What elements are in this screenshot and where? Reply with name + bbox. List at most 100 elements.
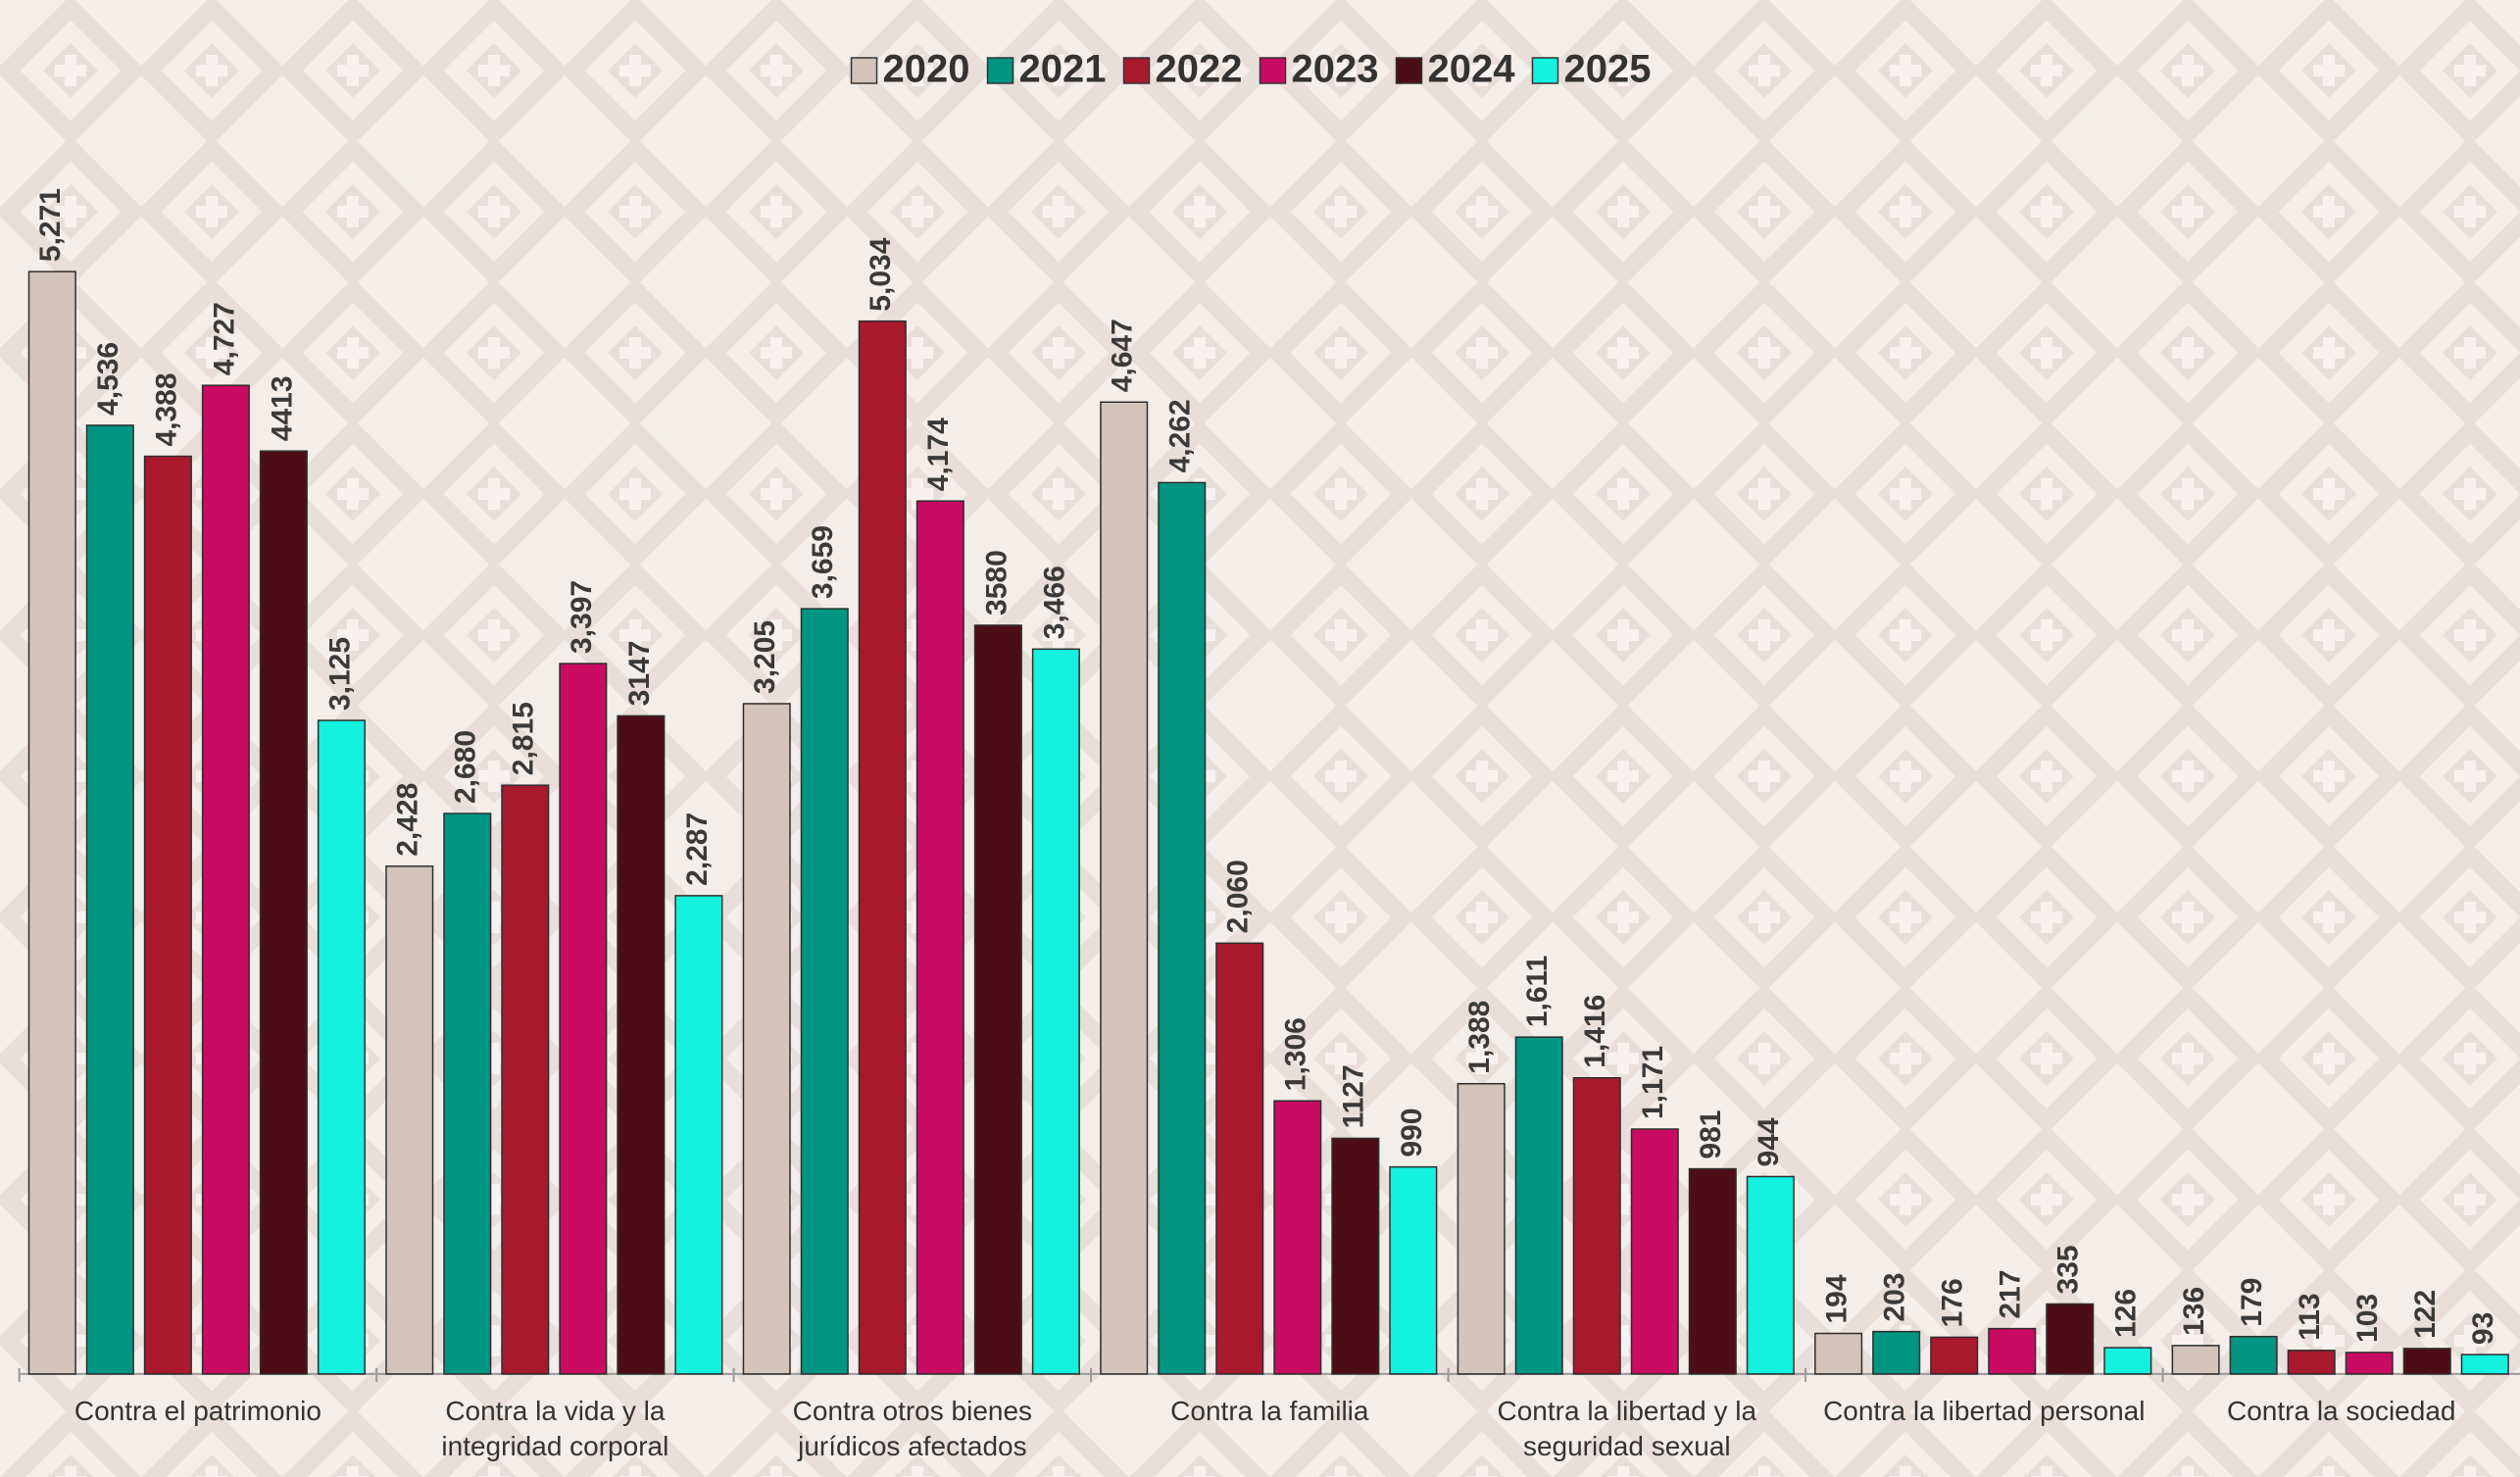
data-label: 1127 [1338,1064,1370,1128]
bar [385,865,434,1375]
data-label: 4413 [266,375,298,441]
data-label: 3,125 [323,637,356,711]
data-label: 179 [2236,1278,2268,1327]
data-label: 136 [2178,1287,2210,1336]
bar [1930,1336,1979,1375]
bar [800,608,849,1375]
bar [1331,1137,1380,1375]
legend-swatch [1122,57,1151,84]
bar [1630,1128,1679,1375]
bar [1100,401,1149,1375]
bar [1215,942,1264,1375]
bar [1514,1036,1563,1375]
bar [2460,1354,2509,1375]
data-label: 5,271 [34,188,67,262]
x-tick-label: Contra la familia [1170,1395,1369,1426]
bar [1031,648,1080,1375]
data-label: 4,727 [208,302,240,375]
bar [1273,1100,1322,1375]
data-label: 3147 [623,641,656,707]
data-label: 4,647 [1107,319,1139,392]
legend-swatch [1259,57,1287,84]
legend-swatch [986,57,1014,84]
data-label: 3580 [980,550,1013,615]
bar [27,271,76,1375]
legend-label: 2024 [1427,48,1515,91]
data-label: 194 [1821,1274,1853,1323]
data-label: 2,060 [1222,860,1255,933]
data-label: 2,680 [450,730,482,804]
bar [742,703,791,1375]
bar [1688,1167,1737,1375]
data-label: 944 [1753,1117,1785,1166]
legend-label: 2025 [1563,48,1651,91]
bar [674,895,723,1375]
bar [443,812,492,1375]
x-tick-label: Contra la sociedad [2227,1395,2456,1426]
data-label: 203 [1879,1273,1911,1322]
bar [915,500,964,1375]
data-label: 113 [2294,1293,2326,1340]
data-label: 1,171 [1637,1046,1669,1119]
data-label: 2,287 [681,812,714,886]
data-label: 4,388 [150,372,182,446]
bar [559,663,608,1375]
data-label: 4,174 [922,418,955,491]
data-label: 1,306 [1280,1017,1312,1091]
x-tick-label: Contra la vida y la integridad corporal [441,1395,669,1461]
legend-label: 2021 [1019,48,1107,91]
bar [2345,1352,2394,1375]
legend-label: 2020 [883,48,970,91]
bar [2287,1350,2336,1375]
bar [317,719,366,1375]
bar [2103,1347,2152,1375]
data-label: 3,659 [807,525,839,599]
data-label: 1,388 [1463,1001,1496,1074]
bar [858,320,907,1375]
data-label: 990 [1396,1108,1428,1157]
bar [1158,481,1207,1375]
data-label: 981 [1695,1110,1727,1159]
bar [2402,1348,2451,1375]
legend-swatch [1395,57,1423,84]
legend-swatch [1531,57,1559,84]
data-label: 5,034 [865,237,897,311]
legend-swatch [850,57,878,84]
bar [1746,1175,1795,1375]
data-label: 335 [2052,1245,2085,1294]
bar [201,384,250,1375]
data-label: 3,205 [749,620,781,694]
data-label: 1,416 [1579,995,1611,1068]
bar [2171,1345,2220,1375]
legend-label: 2022 [1156,48,1243,91]
x-tick-label: Contra otros bienes jurídicos afectados [792,1395,1033,1461]
data-label: 126 [2110,1289,2143,1338]
bar [85,424,134,1375]
data-label: 4,536 [92,342,124,416]
bar [143,455,192,1375]
x-tick-label: Contra la libertad personal [1823,1395,2146,1426]
bar [1457,1082,1506,1375]
legend-label: 2023 [1292,48,1379,91]
data-label: 103 [2351,1294,2384,1343]
data-label: 122 [2409,1290,2442,1339]
bar [1872,1330,1921,1375]
data-label: 3,397 [566,580,598,654]
data-label: 176 [1937,1278,1969,1327]
x-tick-label: Contra la libertad y la seguridad sexual [1497,1395,1757,1461]
data-label: 3,466 [1038,566,1070,639]
bar [259,450,308,1375]
bar [1389,1165,1438,1375]
bar [1988,1327,2037,1375]
data-label: 217 [1995,1270,2027,1319]
bar [501,784,550,1375]
bar [1814,1332,1863,1375]
data-label: 2,428 [392,783,424,857]
data-label: 4,262 [1164,399,1197,472]
bar [2046,1303,2095,1375]
bar [617,714,666,1375]
bar [1572,1076,1621,1375]
x-tick-label: Contra el patrimonio [74,1395,321,1426]
